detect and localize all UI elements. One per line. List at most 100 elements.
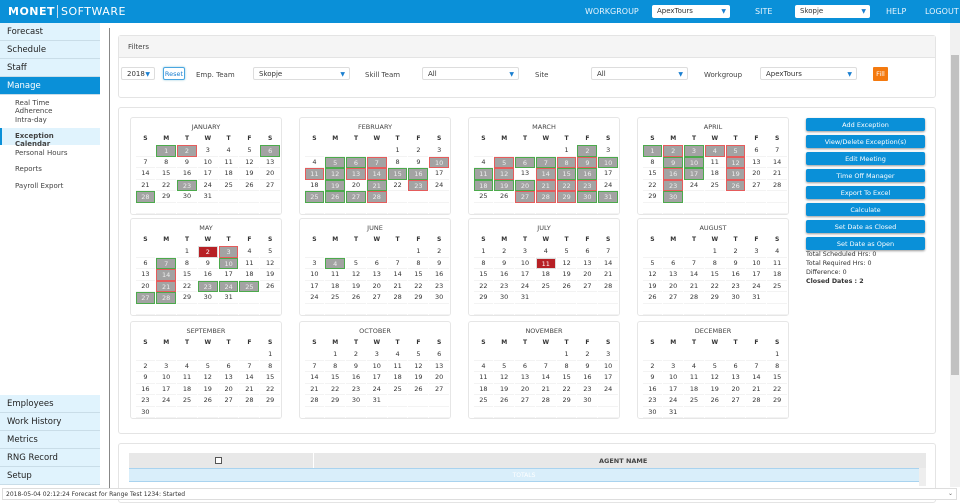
calendar-day[interactable]: 28 xyxy=(767,180,788,191)
calendar-day[interactable]: 11 xyxy=(473,372,494,384)
sidebar-item-rng-record[interactable]: RNG Record xyxy=(0,449,100,467)
calendar-day[interactable]: 2 xyxy=(725,246,746,258)
calendar-day[interactable]: 25 xyxy=(304,191,325,203)
calendar-day[interactable]: 26 xyxy=(725,179,746,191)
calendar-day[interactable]: 24 xyxy=(156,395,177,407)
calendar-day[interactable]: 17 xyxy=(746,269,767,281)
calendar-day[interactable]: 11 xyxy=(304,168,325,180)
calendar-day[interactable]: 9 xyxy=(408,157,429,168)
calendar-day[interactable]: 9 xyxy=(346,361,366,372)
calendar-day[interactable]: 23 xyxy=(429,281,450,292)
calendar-day[interactable]: 25 xyxy=(704,180,725,191)
calendar-day[interactable]: 7 xyxy=(535,156,556,168)
calendar-day[interactable]: 20 xyxy=(746,168,767,180)
calendar-day[interactable]: 1 xyxy=(704,246,725,258)
calendar-day[interactable]: 17 xyxy=(598,372,619,384)
calendar-day[interactable]: 7 xyxy=(598,246,619,258)
calendar-day[interactable]: 16 xyxy=(494,269,515,281)
calendar-day[interactable]: 31 xyxy=(598,191,619,203)
calendar-day[interactable]: 4 xyxy=(387,349,408,361)
calendar-day[interactable]: 30 xyxy=(429,292,450,304)
calendar-day[interactable]: 9 xyxy=(725,258,746,269)
table-scrollbar[interactable] xyxy=(919,468,926,486)
agent-name-header[interactable]: AGENT NAME xyxy=(599,457,648,465)
calendar-day[interactable]: 8 xyxy=(704,258,725,269)
calendar-day[interactable]: 8 xyxy=(387,157,408,168)
calendar-day[interactable]: 31 xyxy=(746,292,767,304)
calendar-day[interactable]: 23 xyxy=(577,179,598,191)
calendar-day[interactable]: 19 xyxy=(408,372,429,384)
calendar-day[interactable]: 12 xyxy=(494,372,515,384)
calendar-day[interactable]: 17 xyxy=(304,281,325,292)
calendar-day[interactable]: 12 xyxy=(325,168,346,180)
calendar-day[interactable]: 29 xyxy=(156,191,177,203)
calendar-day[interactable]: 14 xyxy=(535,168,556,180)
calendar-day[interactable]: 1 xyxy=(473,246,494,258)
calendar-day[interactable]: 29 xyxy=(325,395,346,407)
calendar-day[interactable]: 16 xyxy=(197,269,218,281)
calendar-day[interactable]: 9 xyxy=(577,361,598,372)
calendar-day[interactable]: 4 xyxy=(218,145,239,157)
calendar-day[interactable]: 10 xyxy=(156,372,177,384)
calendar-day[interactable]: 2 xyxy=(642,361,663,372)
calendar-day[interactable]: 3 xyxy=(304,258,325,269)
calendar-day[interactable]: 17 xyxy=(684,168,704,180)
calendar-day[interactable]: 13 xyxy=(366,269,387,281)
calendar-day[interactable]: 24 xyxy=(429,180,450,191)
calendar-day[interactable]: 24 xyxy=(598,180,619,191)
calendar-day[interactable]: 29 xyxy=(704,292,725,304)
calendar-day[interactable]: 7 xyxy=(135,157,156,168)
calendar-day[interactable]: 2 xyxy=(346,349,366,361)
calendar-day[interactable]: 22 xyxy=(387,180,408,191)
calendar-day[interactable]: 18 xyxy=(767,269,788,281)
calendar-day[interactable]: 14 xyxy=(366,168,387,180)
calendar-day[interactable]: 15 xyxy=(325,372,346,384)
calendar-day[interactable]: 25 xyxy=(535,281,556,292)
calendar-day[interactable]: 15 xyxy=(767,372,788,384)
calendar-day[interactable]: 19 xyxy=(494,384,515,395)
calendar-day[interactable]: 18 xyxy=(325,281,346,292)
set-date-as-closed-button[interactable]: Set Date as Closed xyxy=(806,220,925,233)
calendar-day[interactable]: 19 xyxy=(556,269,577,281)
calendar-day[interactable]: 9 xyxy=(135,372,156,384)
calendar-day[interactable]: 16 xyxy=(642,384,663,395)
calendar-day[interactable]: 30 xyxy=(494,292,515,304)
calendar-day[interactable]: 22 xyxy=(177,281,197,292)
calendar-day[interactable]: 24 xyxy=(197,180,218,191)
calendar-day[interactable]: 18 xyxy=(304,180,325,191)
calendar-day[interactable]: 25 xyxy=(684,395,704,407)
calendar-day[interactable]: 4 xyxy=(304,157,325,168)
calendar-day[interactable]: 6 xyxy=(577,246,598,258)
site-select[interactable]: Skopje ▼ xyxy=(795,5,870,18)
calendar-day[interactable]: 25 xyxy=(239,280,260,292)
calendar-day[interactable]: 6 xyxy=(346,156,366,168)
calendar-day[interactable]: 4 xyxy=(239,246,260,258)
calendar-day[interactable]: 11 xyxy=(684,372,704,384)
calendar-day[interactable]: 2 xyxy=(197,246,218,258)
calendar-day[interactable]: 25 xyxy=(177,395,197,407)
calendar-day[interactable]: 15 xyxy=(556,372,577,384)
calendar-day[interactable]: 9 xyxy=(197,258,218,269)
calendar-day[interactable]: 13 xyxy=(218,372,239,384)
time-off-manager-button[interactable]: Time Off Manager xyxy=(806,169,925,182)
calendar-day[interactable]: 10 xyxy=(515,258,535,269)
calendar-day[interactable]: 16 xyxy=(577,372,598,384)
sidebar-item-personal-hours[interactable]: Personal Hours xyxy=(0,144,100,161)
calendar-day[interactable]: 24 xyxy=(218,280,239,292)
site-filter-select[interactable]: All ▼ xyxy=(591,67,688,80)
calendar-day[interactable]: 11 xyxy=(239,258,260,269)
calendar-day[interactable]: 7 xyxy=(387,258,408,269)
calendar-day[interactable]: 19 xyxy=(239,168,260,180)
calendar-day[interactable]: 23 xyxy=(177,179,197,191)
calendar-day[interactable]: 6 xyxy=(725,361,746,372)
calendar-day[interactable]: 27 xyxy=(725,395,746,407)
calendar-day[interactable]: 8 xyxy=(556,156,577,168)
calendar-day[interactable]: 28 xyxy=(135,191,156,203)
edit-meeting-button[interactable]: Edit Meeting xyxy=(806,152,925,165)
calendar-day[interactable]: 19 xyxy=(325,179,346,191)
sidebar-item-metrics[interactable]: Metrics xyxy=(0,431,100,449)
help-link[interactable]: HELP xyxy=(886,7,907,16)
calendar-day[interactable]: 27 xyxy=(515,191,535,203)
calendar-day[interactable]: 25 xyxy=(325,292,346,304)
calendar-day[interactable]: 27 xyxy=(366,292,387,304)
